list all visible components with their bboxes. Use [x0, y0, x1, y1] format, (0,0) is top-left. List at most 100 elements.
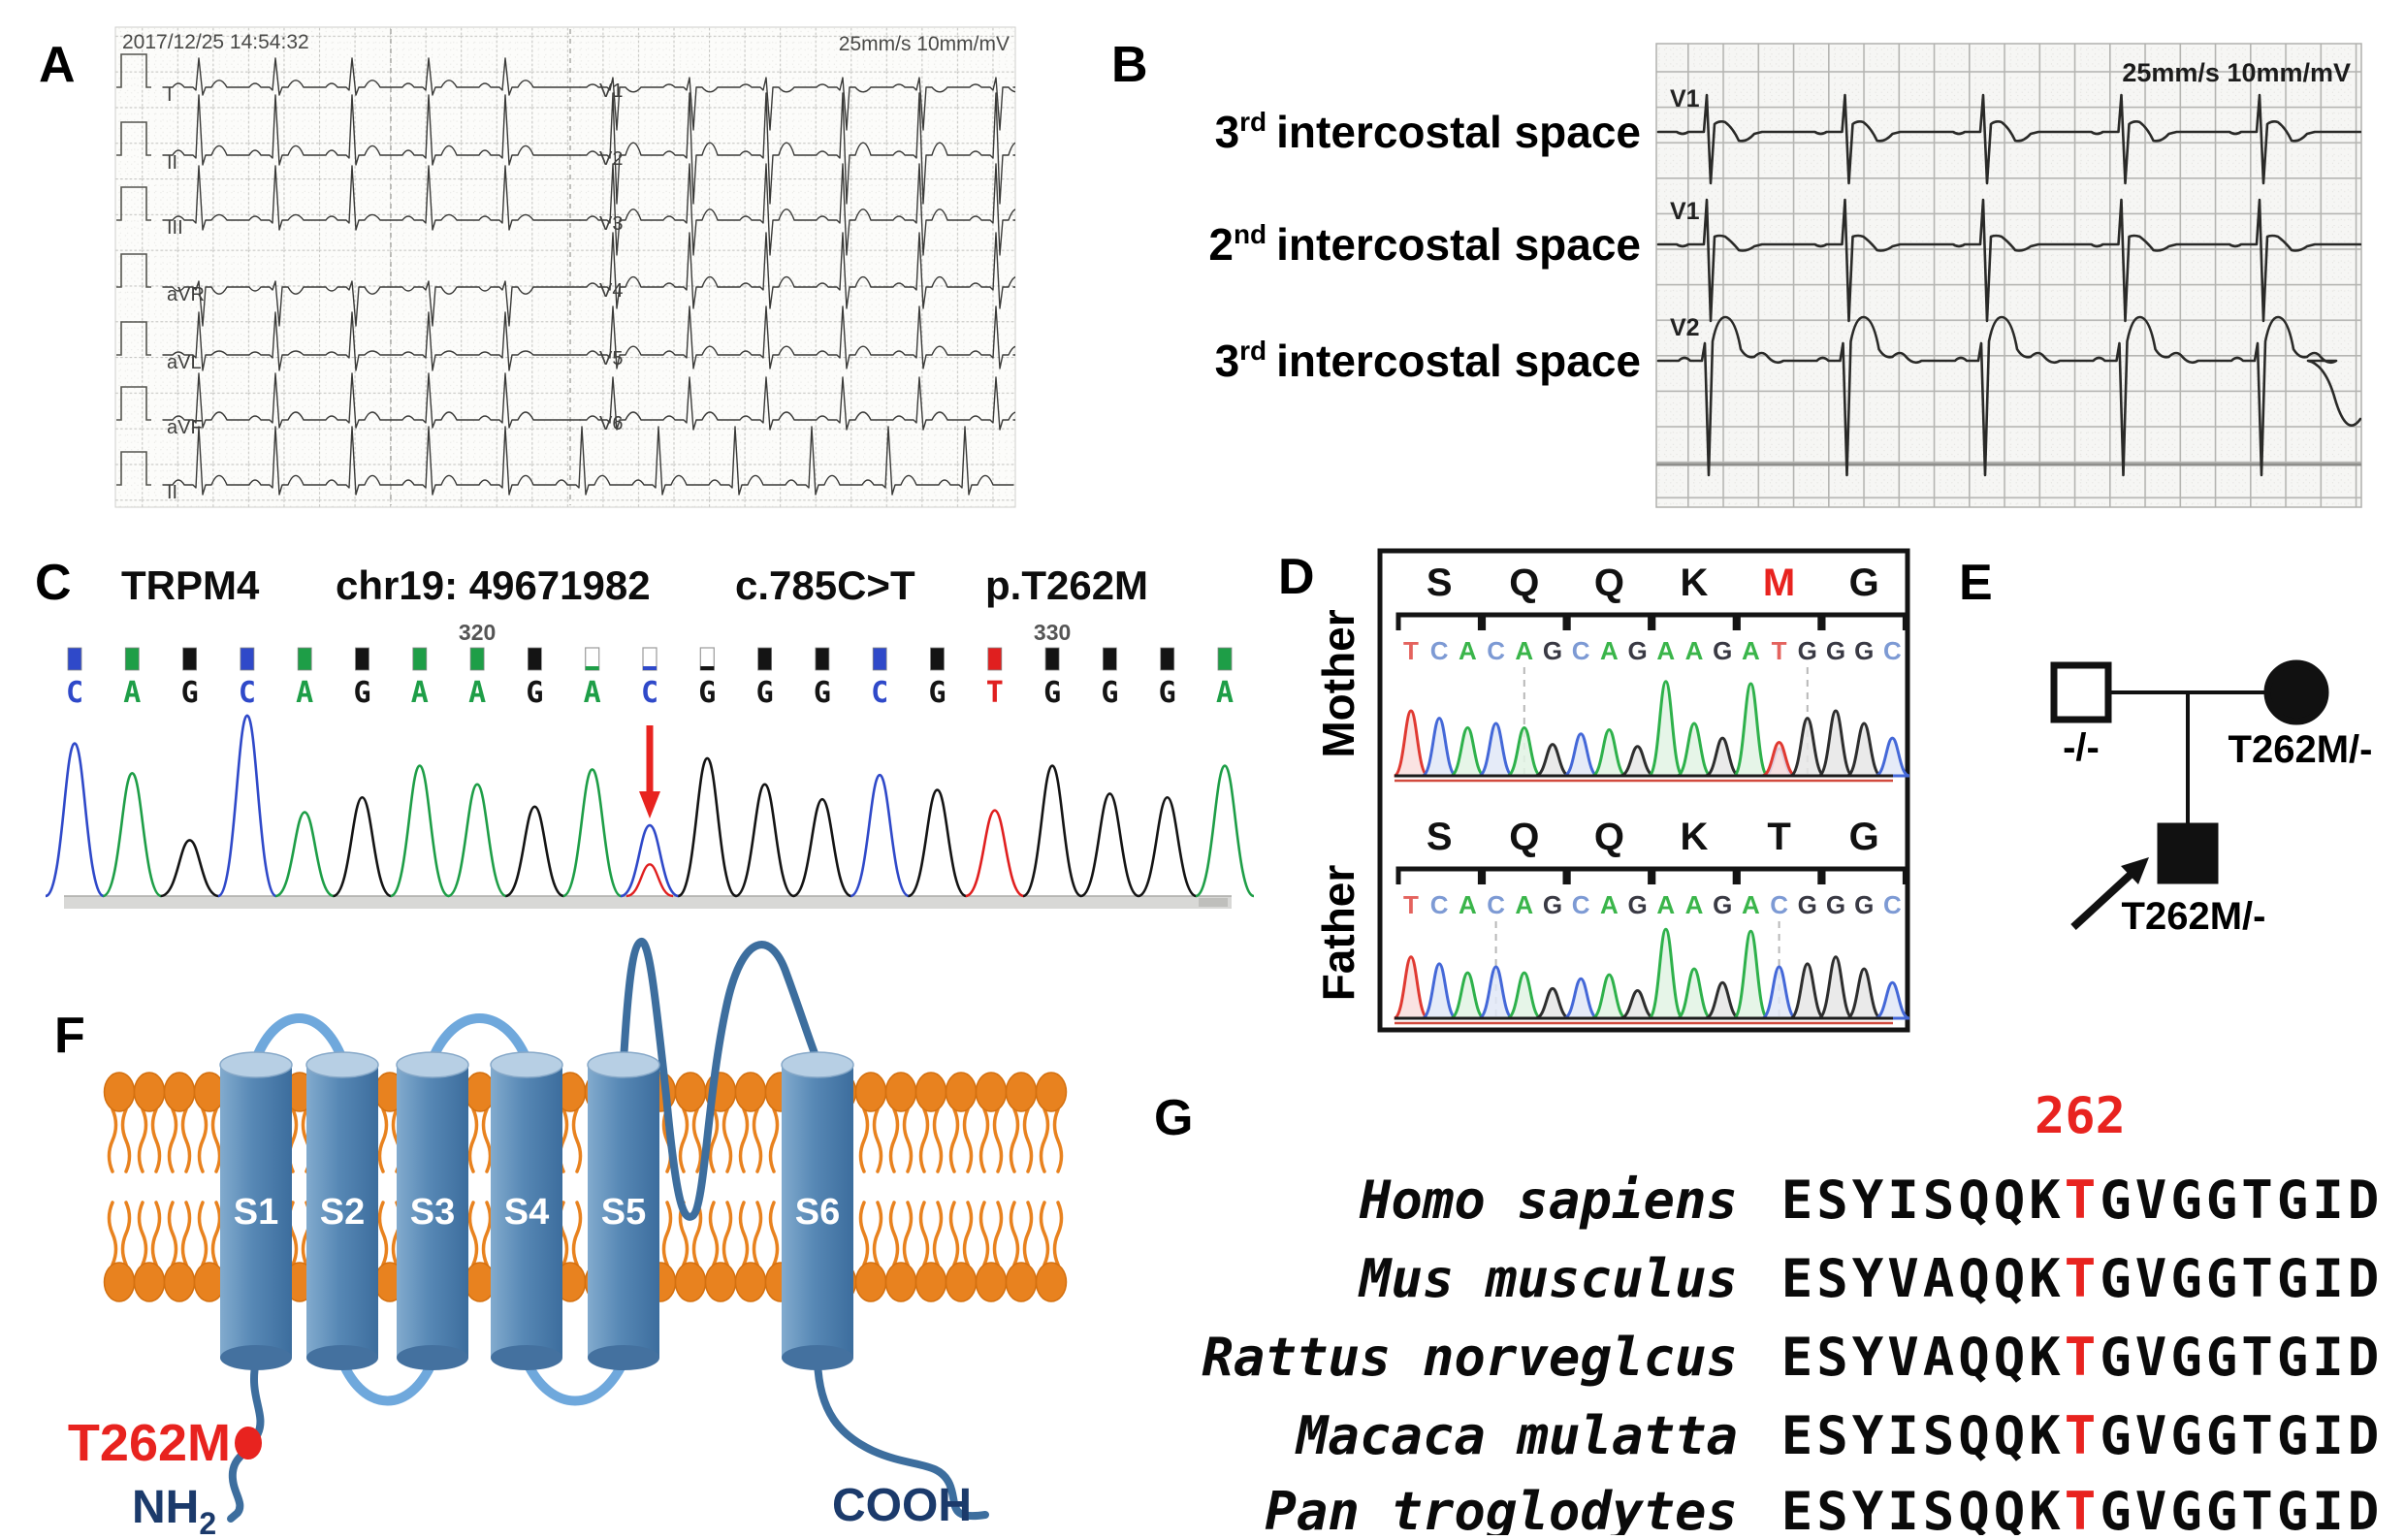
tm-segment-bottom — [397, 1345, 468, 1370]
species-name: Rattus norveglcus — [1202, 1327, 1738, 1388]
loop-s4-s5 — [522, 1357, 628, 1406]
chromatogram-peak — [1079, 792, 1139, 898]
base-letter: C — [1487, 890, 1505, 919]
calibration-pulse — [116, 253, 151, 288]
base-letter: A — [1742, 636, 1760, 665]
residue-char: G — [2277, 1481, 2309, 1535]
chromatogram-peak — [562, 768, 623, 898]
residue-char: T — [2065, 1405, 2097, 1466]
lipid-head — [854, 1072, 887, 1112]
base-letter: C — [1572, 636, 1590, 665]
chromatogram-peak — [1845, 967, 1882, 1020]
quality-box — [930, 647, 945, 671]
chromatogram-peak — [1591, 727, 1627, 778]
lipid-head — [704, 1262, 737, 1302]
residue-char: G — [2277, 1248, 2309, 1309]
lipid-tail — [978, 1107, 990, 1173]
lipid-tail — [120, 1201, 132, 1267]
panel-trio: D Mother Father S Q Q K M GT C A C A G C A G A A G A T G G G C… — [1278, 548, 1910, 1033]
lipid-tail — [948, 1201, 960, 1267]
lipid-head — [884, 1072, 917, 1112]
panel-label-a: A — [39, 37, 76, 93]
calibration-pulses — [116, 53, 151, 486]
lipid-head — [103, 1072, 136, 1112]
codon-bracket — [1651, 612, 1738, 630]
quality-box — [757, 647, 772, 671]
amino-acid-label: S — [1427, 561, 1453, 604]
tm-segment-bottom — [491, 1345, 562, 1370]
lipid-head — [674, 1262, 707, 1302]
chromatogram-peak — [274, 811, 335, 898]
residue-char: T — [2065, 1327, 2097, 1388]
chromatogram-peak — [792, 797, 852, 898]
amino-acid-label: G — [1849, 561, 1879, 604]
quality-box — [297, 647, 312, 671]
chromatogram-peak — [1761, 965, 1797, 1020]
lipid-tail — [722, 1107, 733, 1173]
quality-box — [872, 647, 887, 671]
base-letter: A — [584, 676, 601, 710]
chromatogram-peak — [1563, 977, 1599, 1020]
base-letter: C — [1430, 890, 1449, 919]
lipid-tail — [150, 1107, 162, 1173]
lipid-tail — [872, 1107, 883, 1173]
residue-char: T — [2065, 1481, 2097, 1535]
residue-char: S — [1923, 1405, 1955, 1466]
residue-char: Q — [1958, 1405, 1990, 1466]
base-letter: G — [756, 676, 774, 710]
lead-label: I — [167, 84, 173, 106]
base-letter: G — [928, 676, 946, 710]
quality-box — [67, 647, 82, 671]
ecg-trace — [579, 232, 1015, 309]
lead-label: III — [167, 217, 183, 239]
base-letter: G — [353, 676, 370, 710]
quality-box — [987, 647, 1003, 671]
quality-box-tick — [643, 666, 657, 670]
lipid-tail — [180, 1201, 192, 1267]
ecg-traces-b — [1656, 93, 2361, 477]
ecg-traces-a — [162, 57, 1015, 496]
tm-segment-top — [490, 1051, 563, 1078]
base-letter: G — [1826, 636, 1845, 665]
lipid-tail — [481, 1107, 493, 1173]
pedigree-father-symbol — [2050, 661, 2112, 723]
chromatogram-peak — [1421, 717, 1458, 778]
chromatogram-peak — [1195, 764, 1255, 898]
lipid-tail — [918, 1201, 930, 1267]
tm-segment-label: S6 — [795, 1192, 840, 1233]
residue-char: G — [2170, 1248, 2202, 1309]
residue-char: Y — [1852, 1170, 1884, 1231]
amino-acid-label: T — [1767, 816, 1790, 858]
ecg-trace — [579, 163, 1015, 256]
quality-box — [1044, 647, 1060, 671]
pedigree-proband-symbol — [2157, 822, 2219, 884]
lipid-tail — [210, 1107, 222, 1173]
residue-char: Y — [1852, 1327, 1884, 1388]
base-letter: A — [1216, 676, 1234, 710]
lipid-tail — [167, 1201, 178, 1267]
lipid-tail — [768, 1107, 780, 1173]
lipid-head — [193, 1262, 226, 1302]
base-letter: C — [1770, 890, 1788, 919]
base-letter: G — [1159, 676, 1176, 710]
lipid-tail — [902, 1201, 914, 1267]
residue-char: G — [2206, 1405, 2238, 1466]
ecg-trace — [1656, 315, 2361, 477]
residue-char: I — [2312, 1327, 2344, 1388]
residue-char: Q — [1994, 1481, 2026, 1535]
quality-box — [124, 647, 140, 671]
quality-box — [528, 647, 542, 671]
residue-char: Q — [1994, 1170, 2026, 1231]
lipid-tail — [571, 1201, 583, 1267]
residue-char: G — [2206, 1248, 2238, 1309]
amino-acid-label: M — [1763, 561, 1795, 604]
loop-s2-s3 — [337, 1357, 437, 1406]
lipid-tail — [932, 1107, 944, 1173]
chromatogram-peak — [1732, 929, 1770, 1020]
calibration-pulse — [116, 451, 151, 486]
chromatogram-peak — [1789, 962, 1826, 1020]
lipid-head — [133, 1072, 166, 1112]
codon-bracket — [1395, 612, 1483, 630]
tm-segment-bottom — [782, 1345, 853, 1370]
